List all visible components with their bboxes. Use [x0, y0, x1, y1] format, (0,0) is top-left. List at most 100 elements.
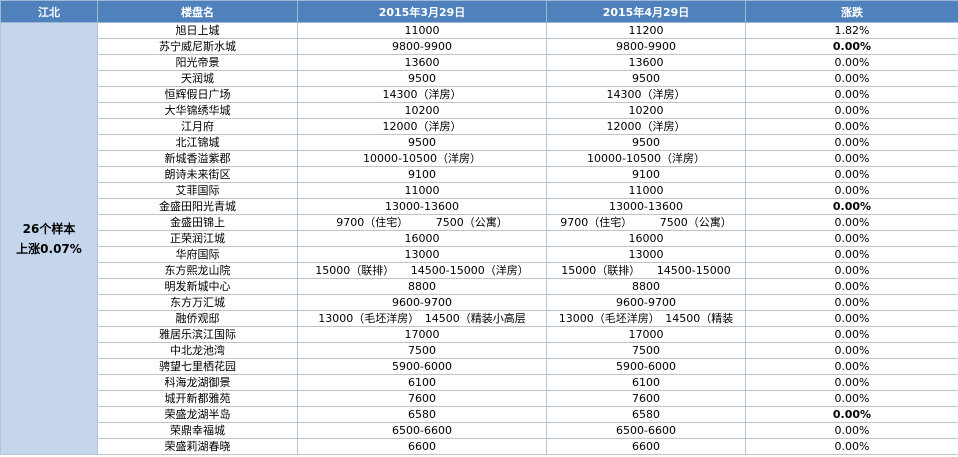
group-cell: 26个样本 上涨0.07%: [0, 22, 98, 455]
price-april: 13600: [546, 54, 746, 71]
table-row: 明发新城中心 8800 8800 0.00%: [1, 278, 958, 295]
header-cell: 江北: [0, 0, 98, 23]
price-march: 13000: [297, 246, 547, 263]
price-change: 0.00%: [745, 102, 958, 119]
price-march: 12000（洋房）: [297, 118, 547, 135]
price-change: 1.82%: [745, 22, 958, 39]
project-name: 荣鼎幸福城: [97, 422, 298, 439]
table-row: 荣盛龙湖半岛 6580 6580 0.00%: [1, 406, 958, 423]
price-march: 13600: [297, 54, 547, 71]
price-march: 16000: [297, 230, 547, 247]
price-april: 11000: [546, 182, 746, 199]
header-cell: 2015年4月29日: [546, 0, 746, 23]
price-april: 15000（联排） 14500-15000: [546, 262, 746, 279]
price-change: 0.00%: [745, 294, 958, 311]
project-name: 大华锦绣华城: [97, 102, 298, 119]
group-label: 26个样本: [22, 221, 76, 236]
table-row: 科海龙湖御景 6100 6100 0.00%: [1, 374, 958, 391]
table-row: 苏宁威尼斯水城 9800-9900 9800-9900 0.00%: [1, 38, 958, 55]
price-change: 0.00%: [745, 150, 958, 167]
table-row: 骋望七里栖花园 5900-6000 5900-6000 0.00%: [1, 358, 958, 375]
table-row: 金盛田阳光青城 13000-13600 13000-13600 0.00%: [1, 198, 958, 215]
table-row: 26个样本 上涨0.07% 旭日上城 11000 11200 1.82%: [0, 22, 958, 455]
price-change: 0.00%: [745, 262, 958, 279]
price-change: 0.00%: [745, 310, 958, 327]
price-change: 0.00%: [745, 230, 958, 247]
price-change: 0.00%: [745, 246, 958, 263]
price-march: 9600-9700: [297, 294, 547, 311]
price-march: 6500-6600: [297, 422, 547, 439]
table-row: 江月府 12000（洋房） 12000（洋房） 0.00%: [1, 118, 958, 135]
price-march: 11000: [297, 22, 547, 39]
price-march: 7500: [297, 342, 547, 359]
price-april: 12000（洋房）: [546, 118, 746, 135]
project-name: 荣盛龙湖半岛: [97, 406, 298, 423]
price-march: 9500: [297, 70, 547, 87]
price-march: 9700（住宅） 7500（公寓）: [297, 214, 547, 231]
project-name: 东方万汇城: [97, 294, 298, 311]
project-name: 明发新城中心: [97, 278, 298, 295]
price-march: 17000: [297, 326, 547, 343]
price-change: 0.00%: [745, 166, 958, 183]
project-name: 正荣润江城: [97, 230, 298, 247]
price-change: 0.00%: [745, 390, 958, 407]
price-april: 7500: [546, 342, 746, 359]
table-row: 融侨观邸 13000（毛坯洋房） 14500（精装小高层 13000（毛坯洋房） 1…: [1, 310, 958, 327]
table-row: 荣鼎幸福城 6500-6600 6500-6600 0.00%: [1, 422, 958, 439]
project-name: 北江锦城: [97, 134, 298, 151]
price-change: 0.00%: [745, 198, 958, 215]
price-march: 14300（洋房）: [297, 86, 547, 103]
price-april: 5900-6000: [546, 358, 746, 375]
project-name: 天润城: [97, 70, 298, 87]
project-name: 华府国际: [97, 246, 298, 263]
project-name: 中北龙池湾: [97, 342, 298, 359]
price-april: 6100: [546, 374, 746, 391]
header-cell: 楼盘名: [97, 0, 298, 23]
price-april: 9600-9700: [546, 294, 746, 311]
table-row: 雅居乐滨江国际 17000 17000 0.00%: [1, 326, 958, 343]
price-april: 6500-6600: [546, 422, 746, 439]
table-row: 朗诗未来街区 9100 9100 0.00%: [1, 166, 958, 183]
price-april: 17000: [546, 326, 746, 343]
price-march: 6600: [297, 438, 547, 455]
table-row: 新城香溢紫郡 10000-10500（洋房） 10000-10500（洋房） 0.00…: [1, 150, 958, 167]
price-change: 0.00%: [745, 406, 958, 423]
table-row: 北江锦城 9500 9500 0.00%: [1, 134, 958, 151]
price-change: 0.00%: [745, 54, 958, 71]
price-april: 8800: [546, 278, 746, 295]
price-march: 8800: [297, 278, 547, 295]
price-change: 0.00%: [745, 358, 958, 375]
header-row: 江北 楼盘名 2015年3月29日 2015年4月29日 涨跌: [0, 0, 958, 23]
project-name: 荣盛莉湖春晓: [97, 438, 298, 455]
price-change: 0.00%: [745, 70, 958, 87]
project-name: 苏宁威尼斯水城: [97, 38, 298, 55]
table-row: 天润城 9500 9500 0.00%: [1, 70, 958, 87]
table-body: 26个样本 上涨0.07% 旭日上城 11000 11200 1.82% 苏宁威尼斯水城 98…: [0, 22, 958, 455]
price-change: 0.00%: [745, 214, 958, 231]
table-row: 城开新都雅苑 7600 7600 0.00%: [1, 390, 958, 407]
price-april: 16000: [546, 230, 746, 247]
price-march: 7600: [297, 390, 547, 407]
price-change: 0.00%: [745, 342, 958, 359]
project-name: 城开新都雅苑: [97, 390, 298, 407]
price-april: 11200: [546, 22, 746, 39]
table-row: 正荣润江城 16000 16000 0.00%: [1, 230, 958, 247]
project-name: 阳光帝景: [97, 54, 298, 71]
price-change: 0.00%: [745, 118, 958, 135]
price-march: 10000-10500（洋房）: [297, 150, 547, 167]
project-name: 融侨观邸: [97, 310, 298, 327]
price-march: 11000: [297, 182, 547, 199]
price-april: 9800-9900: [546, 38, 746, 55]
project-name: 旭日上城: [97, 22, 298, 39]
table-row: 华府国际 13000 13000 0.00%: [1, 246, 958, 263]
price-april: 9500: [546, 134, 746, 151]
project-name: 金盛田阳光青城: [97, 198, 298, 215]
price-april: 14300（洋房）: [546, 86, 746, 103]
project-name: 雅居乐滨江国际: [97, 326, 298, 343]
header-cell: 2015年3月29日: [297, 0, 547, 23]
table-row: 艾菲国际 11000 11000 0.00%: [1, 182, 958, 199]
price-march: 6580: [297, 406, 547, 423]
price-change: 0.00%: [745, 278, 958, 295]
